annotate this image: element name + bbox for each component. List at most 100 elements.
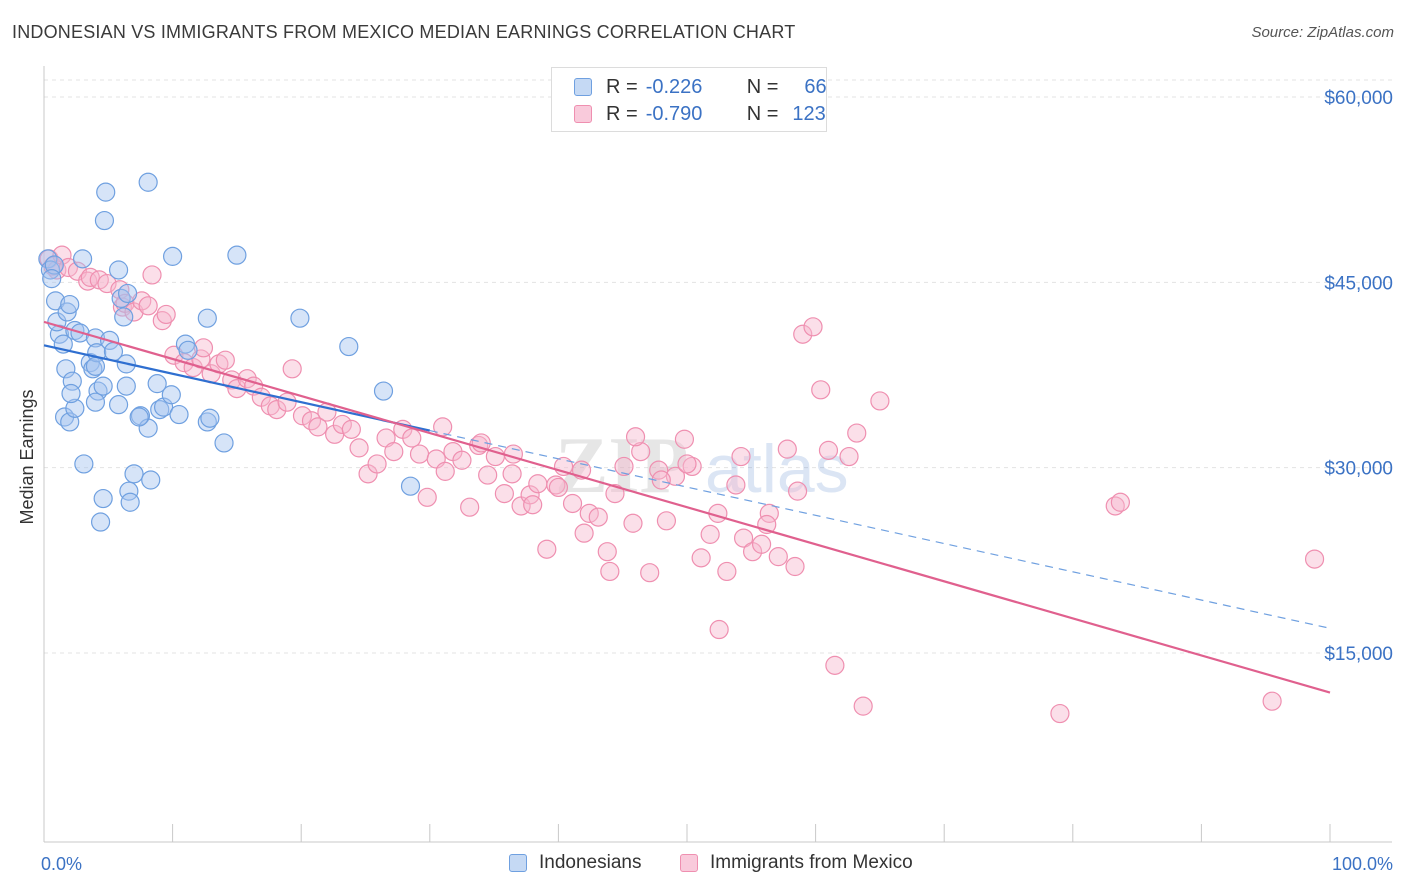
point-mexico <box>785 556 805 577</box>
legend-r-value: -0.226 <box>645 75 703 98</box>
point-indonesians <box>129 407 149 427</box>
point-indonesians <box>111 288 131 308</box>
point-indonesians <box>141 470 161 490</box>
point-mexico <box>1110 492 1130 512</box>
point-indonesians <box>83 359 103 379</box>
point-mexico <box>640 563 660 583</box>
point-indonesians <box>85 328 106 348</box>
trend-line-indonesians <box>43 344 431 432</box>
point-mexico <box>523 495 543 515</box>
point-mexico <box>452 450 472 470</box>
point-indonesians <box>116 376 136 396</box>
bottom-legend-mexico: Immigrants from Mexico <box>680 852 913 874</box>
point-mexico <box>731 446 751 467</box>
y-axis-label: Median Earnings <box>17 389 37 524</box>
point-mexico <box>665 466 686 486</box>
x-tick-label-min: 0.0% <box>41 854 82 874</box>
legend-n-value: 66 <box>804 75 827 98</box>
point-indonesians <box>42 269 62 289</box>
point-indonesians <box>45 291 66 311</box>
y-tick-labels: $15,000 $30,000 $45,000 $60,000 <box>1324 88 1393 665</box>
bottom-legend-swatch-mexico <box>680 854 698 872</box>
point-indonesians <box>108 395 129 415</box>
point-mexico <box>674 429 695 449</box>
point-mexico <box>733 528 754 548</box>
point-indonesians <box>117 283 138 304</box>
point-mexico <box>787 481 808 501</box>
point-mexico <box>574 523 594 543</box>
point-indonesians <box>56 359 76 379</box>
stats-legend: R = -0.226 N = 66 R = -0.790 N = 123 <box>551 67 827 132</box>
point-mexico <box>1262 691 1282 711</box>
point-mexico <box>709 619 729 640</box>
point-mexico <box>548 477 569 498</box>
legend-n-value: 123 <box>792 102 826 125</box>
point-indonesians <box>197 308 217 328</box>
point-indonesians <box>65 398 85 418</box>
trend-line-mexico <box>43 320 1331 694</box>
point-indonesians <box>108 260 129 280</box>
point-indonesians <box>57 302 77 322</box>
series-immigrants-from-mexico <box>39 245 1325 724</box>
point-mexico <box>215 350 235 370</box>
point-mexico <box>759 503 779 523</box>
point-mexico <box>677 454 697 474</box>
point-mexico <box>717 561 737 582</box>
point-mexico <box>777 439 797 459</box>
point-indonesians <box>290 308 310 328</box>
point-mexico <box>494 484 514 504</box>
point-mexico <box>825 655 845 675</box>
legend-n-label: N = <box>746 75 779 98</box>
point-indonesians <box>373 381 394 401</box>
legend-r-label: R = <box>606 75 638 98</box>
point-indonesians <box>94 210 115 231</box>
point-indonesians <box>61 383 81 404</box>
legend-row-indonesians: R = -0.226 N = 66 <box>574 74 827 100</box>
point-mexico <box>623 513 643 533</box>
point-indonesians <box>169 404 189 425</box>
y-tick-label: $60,000 <box>1324 88 1393 109</box>
point-mexico <box>625 427 646 447</box>
bottom-legend-label-mexico: Immigrants from Mexico <box>710 852 913 873</box>
legend-n-label: N = <box>746 102 779 125</box>
watermark: ZIP atlas <box>555 422 849 510</box>
point-mexico <box>332 414 352 435</box>
x-tick-label-max: 100.0% <box>1332 854 1393 874</box>
point-mexico <box>409 444 430 464</box>
point-indonesians <box>93 488 113 509</box>
point-indonesians <box>227 245 247 265</box>
point-mexico <box>853 696 873 716</box>
point-mexico <box>384 442 404 462</box>
point-indonesians <box>60 294 80 315</box>
point-mexico <box>193 338 214 358</box>
point-indonesians <box>72 249 93 269</box>
point-mexico <box>433 417 453 437</box>
legend-r-value: -0.790 <box>645 102 703 125</box>
point-indonesians <box>85 392 106 412</box>
trend-lines <box>43 320 1331 694</box>
point-mexico <box>142 265 162 285</box>
point-mexico <box>435 461 455 481</box>
point-mexico <box>768 547 788 567</box>
point-indonesians <box>96 182 116 202</box>
point-mexico <box>52 245 72 265</box>
point-mexico <box>562 493 583 514</box>
point-mexico <box>1105 496 1125 516</box>
point-mexico <box>478 465 498 485</box>
bottom-legend-indonesians: Indonesians <box>509 852 641 874</box>
legend-row-mexico: R = -0.790 N = 123 <box>574 101 826 127</box>
point-indonesians <box>124 464 144 484</box>
legend-swatch-mexico <box>574 105 592 123</box>
point-indonesians <box>214 433 234 453</box>
point-mexico <box>605 484 625 504</box>
point-mexico <box>124 302 144 322</box>
point-mexico <box>597 542 617 562</box>
point-mexico <box>537 539 557 559</box>
point-mexico <box>292 406 313 426</box>
point-indonesians <box>85 356 106 376</box>
point-indonesians <box>161 385 181 405</box>
point-mexico <box>751 534 772 554</box>
point-indonesians <box>114 307 134 327</box>
point-mexico <box>793 324 813 344</box>
